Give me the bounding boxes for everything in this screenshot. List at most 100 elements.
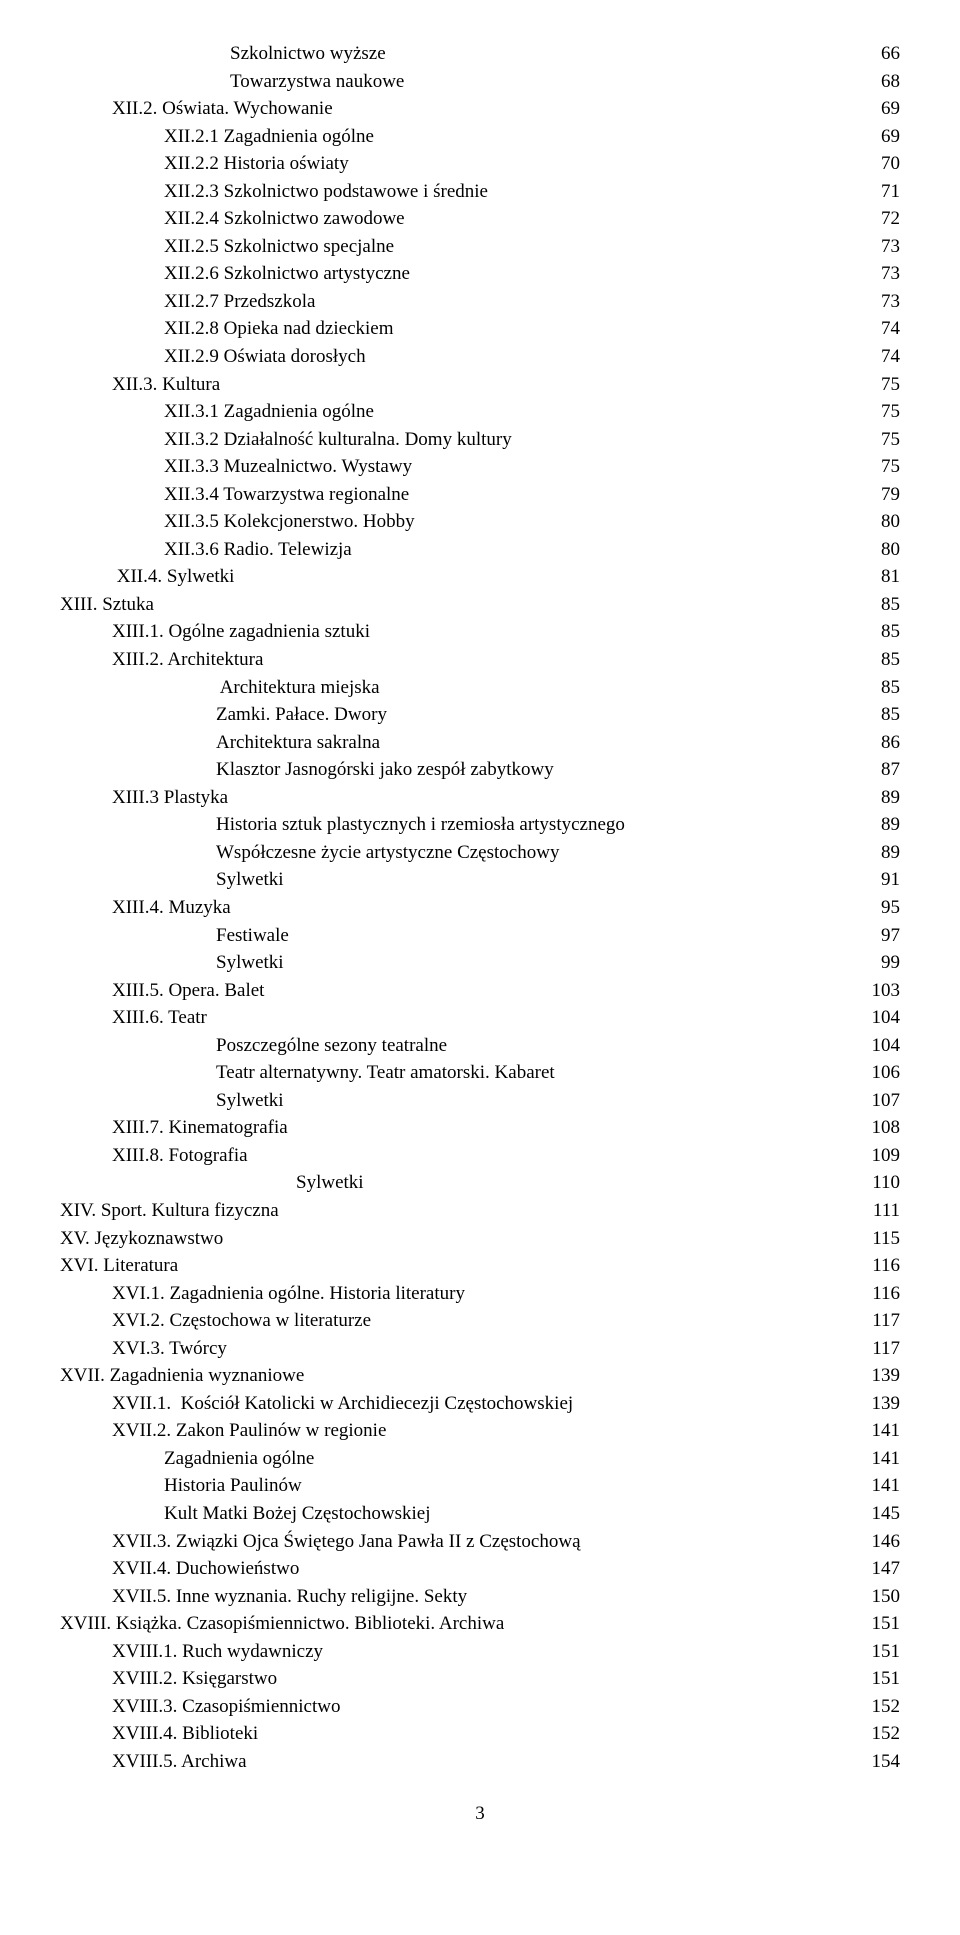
toc-line: XV. Językoznawstwo115 [60,1225,900,1253]
toc-line: Sylwetki110 [60,1169,900,1197]
toc-page-ref: 74 [840,315,900,343]
page-number: 3 [60,1803,900,1825]
toc-line: Kult Matki Bożej Częstochowskiej145 [60,1500,900,1528]
toc-line: XII.3.5 Kolekcjonerstwo. Hobby80 [60,508,900,536]
toc-page-ref: 111 [840,1197,900,1225]
toc-label: XVII. Zagadnienia wyznaniowe [60,1362,840,1390]
toc-line: Sylwetki91 [60,866,900,894]
toc-line: Historia Paulinów141 [60,1472,900,1500]
toc-page-ref: 116 [840,1280,900,1308]
toc-label: Zamki. Pałace. Dwory [60,701,840,729]
toc-label: XII.2.6 Szkolnictwo artystyczne [60,260,840,288]
toc-page-ref: 73 [840,260,900,288]
toc-label: Sylwetki [60,1169,840,1197]
toc-line: XIII.3 Plastyka89 [60,784,900,812]
toc-label: XIII.6. Teatr [60,1004,840,1032]
toc-label: XII.2.1 Zagadnienia ogólne [60,123,840,151]
toc-page-ref: 91 [840,866,900,894]
toc-page-ref: 104 [840,1032,900,1060]
toc-line: XVIII.1. Ruch wydawniczy151 [60,1638,900,1666]
toc-label: Klasztor Jasnogórski jako zespół zabytko… [60,756,840,784]
toc-label: XIV. Sport. Kultura fizyczna [60,1197,840,1225]
toc-label: Kult Matki Bożej Częstochowskiej [60,1500,840,1528]
toc-line: XII.2.6 Szkolnictwo artystyczne73 [60,260,900,288]
toc-page-ref: 85 [840,701,900,729]
toc-line: Towarzystwa naukowe68 [60,68,900,96]
toc-line: XVII.1. Kościół Katolicki w Archidiecezj… [60,1390,900,1418]
toc-page-ref: 80 [840,536,900,564]
toc-line: Współczesne życie artystyczne Częstochow… [60,839,900,867]
toc-page-ref: 150 [840,1583,900,1611]
toc-label: Zagadnienia ogólne [60,1445,840,1473]
toc-line: XVII.3. Związki Ojca Świętego Jana Pawła… [60,1528,900,1556]
toc-line: XVI. Literatura116 [60,1252,900,1280]
toc-label: XVI.2. Częstochowa w literaturze [60,1307,840,1335]
toc-page-ref: 70 [840,150,900,178]
toc-label: XIII.8. Fotografia [60,1142,840,1170]
toc-page-ref: 71 [840,178,900,206]
toc-page-ref: 95 [840,894,900,922]
toc-line: XVI.3. Twórcy117 [60,1335,900,1363]
toc-label: XVII.5. Inne wyznania. Ruchy religijne. … [60,1583,840,1611]
toc-label: XII.4. Sylwetki [60,563,840,591]
toc-label: XII.2.7 Przedszkola [60,288,840,316]
toc-page-ref: 75 [840,426,900,454]
toc-label: XII.2.4 Szkolnictwo zawodowe [60,205,840,233]
toc-page-ref: 110 [840,1169,900,1197]
toc-label: Sylwetki [60,949,840,977]
toc-line: XII.3.3 Muzealnictwo. Wystawy75 [60,453,900,481]
toc-page-ref: 80 [840,508,900,536]
toc-page-ref: 139 [840,1390,900,1418]
toc-page-ref: 107 [840,1087,900,1115]
toc-label: Towarzystwa naukowe [60,68,840,96]
toc-page-ref: 154 [840,1748,900,1776]
toc-label: XIII.3 Plastyka [60,784,840,812]
toc-label: Szkolnictwo wyższe [60,40,840,68]
toc-label: XII.3.5 Kolekcjonerstwo. Hobby [60,508,840,536]
toc-line: XVIII.5. Archiwa154 [60,1748,900,1776]
toc-page-ref: 145 [840,1500,900,1528]
toc-page-ref: 75 [840,398,900,426]
toc-label: XII.2.8 Opieka nad dzieckiem [60,315,840,343]
toc-page-ref: 68 [840,68,900,96]
toc-page-ref: 151 [840,1610,900,1638]
toc-label: XVII.4. Duchowieństwo [60,1555,840,1583]
toc-label: Historia sztuk plastycznych i rzemiosła … [60,811,840,839]
toc-page-ref: 141 [840,1445,900,1473]
toc-page-ref: 74 [840,343,900,371]
toc-page-ref: 108 [840,1114,900,1142]
toc-line: XII.3.4 Towarzystwa regionalne79 [60,481,900,509]
toc-page-ref: 79 [840,481,900,509]
toc-page-ref: 89 [840,784,900,812]
toc-label: XVIII.1. Ruch wydawniczy [60,1638,840,1666]
toc-page-ref: 141 [840,1472,900,1500]
toc-line: Architektura sakralna86 [60,729,900,757]
toc-page-ref: 85 [840,646,900,674]
toc-page-ref: 73 [840,288,900,316]
toc-page-ref: 117 [840,1307,900,1335]
toc-line: XII.2.7 Przedszkola73 [60,288,900,316]
toc-line: XVIII.4. Biblioteki152 [60,1720,900,1748]
toc-label: XII.2.2 Historia oświaty [60,150,840,178]
toc-line: Poszczególne sezony teatralne104 [60,1032,900,1060]
toc-page-ref: 146 [840,1528,900,1556]
toc-label: XIII.4. Muzyka [60,894,840,922]
toc-line: Architektura miejska85 [60,674,900,702]
toc-page-ref: 89 [840,811,900,839]
toc-label: XVI.3. Twórcy [60,1335,840,1363]
toc-line: Teatr alternatywny. Teatr amatorski. Kab… [60,1059,900,1087]
toc-line: XII.2.5 Szkolnictwo specjalne73 [60,233,900,261]
toc-line: XII.2.1 Zagadnienia ogólne69 [60,123,900,151]
toc-line: XVII. Zagadnienia wyznaniowe139 [60,1362,900,1390]
toc-page-ref: 152 [840,1693,900,1721]
toc-page-ref: 104 [840,1004,900,1032]
toc-page-ref: 85 [840,618,900,646]
toc-page-ref: 72 [840,205,900,233]
toc-line: XIII.2. Architektura85 [60,646,900,674]
toc-label: XVII.1. Kościół Katolicki w Archidiecezj… [60,1390,840,1418]
toc-page-ref: 69 [840,123,900,151]
toc-label: XVIII. Książka. Czasopiśmiennictwo. Bibl… [60,1610,840,1638]
toc-label: Architektura sakralna [60,729,840,757]
toc-label: XII.3.6 Radio. Telewizja [60,536,840,564]
toc-label: XII.3.3 Muzealnictwo. Wystawy [60,453,840,481]
